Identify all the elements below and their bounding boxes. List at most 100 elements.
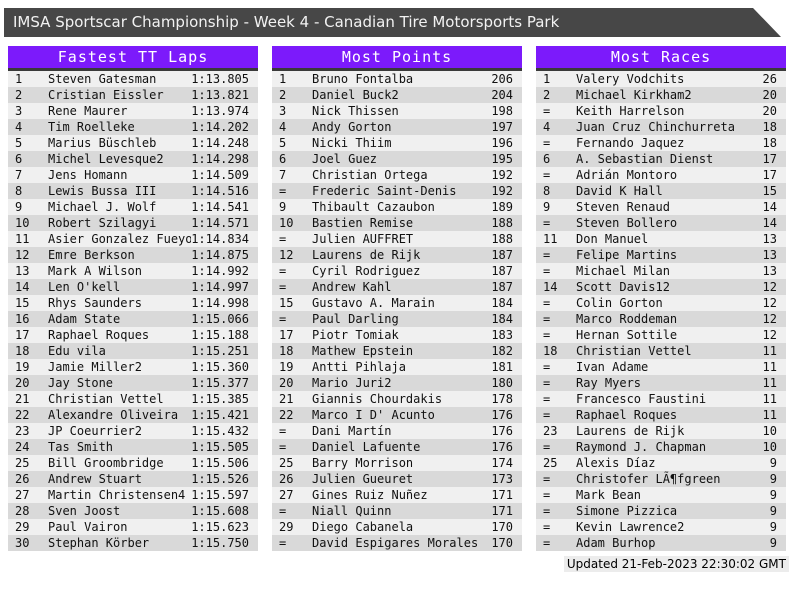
table-row: 22 Marco I D' Acunto 176: [272, 407, 522, 423]
row-value: 11: [762, 344, 777, 358]
row-name: Michael Kirkham2: [576, 88, 692, 102]
table-row: 2 Daniel Buck2 204: [272, 87, 522, 103]
table-row: = Colin Gorton 12: [536, 295, 786, 311]
row-rank: 7: [279, 168, 287, 182]
row-name: Michael J. Wolf: [48, 200, 157, 214]
table-row: 23 JP Coeurrier2 1:15.432: [8, 423, 258, 439]
table-row: 10 Robert Szilagyi 1:14.571: [8, 215, 258, 231]
row-value: 197: [491, 120, 513, 134]
row-rank: 7: [15, 168, 23, 182]
row-value: 1:15.597: [191, 488, 249, 502]
row-name: Steven Gatesman: [48, 72, 157, 86]
row-name: Edu vila: [48, 344, 106, 358]
row-rank: 11: [543, 232, 558, 246]
row-name: Nicki Thiim: [312, 136, 392, 150]
row-name: Andrew Kahl: [312, 280, 392, 294]
row-value: 1:15.360: [191, 360, 249, 374]
row-name: Stephan Körber: [48, 536, 150, 550]
row-name: Paul Darling: [312, 312, 399, 326]
table-row: 1 Steven Gatesman 1:13.805: [8, 71, 258, 87]
row-name: Francesco Faustini: [576, 392, 707, 406]
row-name: Michael Milan: [576, 264, 670, 278]
row-name: Antti Pihlaja: [312, 360, 406, 374]
table-row: 25 Alexis Díaz 9: [536, 455, 786, 471]
window-title-bar: IMSA Sportscar Championship - Week 4 - C…: [4, 8, 781, 37]
row-value: 1:15.377: [191, 376, 249, 390]
row-name: Tas Smith: [48, 440, 114, 454]
row-value: 176: [491, 440, 513, 454]
row-value: 1:15.421: [191, 408, 249, 422]
table-row: = Michael Milan 13: [536, 263, 786, 279]
table-row: 11 Asier Gonzalez Fueyo 1:14.834: [8, 231, 258, 247]
table-row: 4 Juan Cruz Chinchurreta 18: [536, 119, 786, 135]
row-rank: =: [543, 264, 551, 278]
table-row: 21 Christian Vettel 1:15.385: [8, 391, 258, 407]
row-rank: =: [279, 280, 287, 294]
row-value: 11: [762, 360, 777, 374]
table-row: 6 Michel Levesque2 1:14.298: [8, 151, 258, 167]
row-value: 170: [491, 536, 513, 550]
row-value: 20: [762, 104, 777, 118]
table-row: 5 Nicki Thiim 196: [272, 135, 522, 151]
row-value: 184: [491, 296, 513, 310]
table-row: 9 Steven Renaud 14: [536, 199, 786, 215]
table-row: = Kevin Lawrence2 9: [536, 519, 786, 535]
row-value: 12: [762, 312, 777, 326]
row-value: 14: [762, 200, 777, 214]
row-value: 17: [762, 152, 777, 166]
row-name: David K Hall: [576, 184, 663, 198]
row-value: 1:14.202: [191, 120, 249, 134]
table-row: = Ray Myers 11: [536, 375, 786, 391]
row-value: 1:14.875: [191, 248, 249, 262]
table-row: 15 Gustavo A. Marain 184: [272, 295, 522, 311]
table-row: = Francesco Faustini 11: [536, 391, 786, 407]
row-rank: 5: [15, 136, 23, 150]
row-value: 188: [491, 232, 513, 246]
table-row: 8 David K Hall 15: [536, 183, 786, 199]
table-row: 5 Marius Büschleb 1:14.248: [8, 135, 258, 151]
row-rank: 17: [15, 328, 30, 342]
row-value: 1:14.541: [191, 200, 249, 214]
row-name: Raymond J. Chapman: [576, 440, 707, 454]
row-value: 1:15.385: [191, 392, 249, 406]
row-value: 204: [491, 88, 513, 102]
row-name: Bill Groombridge: [48, 456, 164, 470]
row-name: Cristian Eissler: [48, 88, 164, 102]
row-name: Felipe Martins: [576, 248, 678, 262]
table-row: 21 Giannis Chourdakis 178: [272, 391, 522, 407]
row-value: 189: [491, 200, 513, 214]
row-name: Mario Juri2: [312, 376, 392, 390]
row-value: 26: [762, 72, 777, 86]
row-rank: =: [543, 248, 551, 262]
row-value: 174: [491, 456, 513, 470]
row-value: 1:13.821: [191, 88, 249, 102]
row-name: Ivan Adame: [576, 360, 649, 374]
row-value: 18: [762, 136, 777, 150]
table-row: 7 Christian Ortega 192: [272, 167, 522, 183]
row-name: Keith Harrelson: [576, 104, 685, 118]
row-value: 1:15.432: [191, 424, 249, 438]
table-row: = Keith Harrelson 20: [536, 103, 786, 119]
row-name: Piotr Tomiak: [312, 328, 399, 342]
row-name: Raphael Roques: [48, 328, 150, 342]
row-rank: =: [543, 440, 551, 454]
row-name: Nick Thissen: [312, 104, 399, 118]
row-name: Cyril Rodriguez: [312, 264, 421, 278]
row-rank: 29: [279, 520, 294, 534]
row-value: 1:15.750: [191, 536, 249, 550]
row-name: Fernando Jaquez: [576, 136, 685, 150]
table-fastest-tt-laps: Fastest TT Laps 1 Steven Gatesman 1:13.805…: [8, 46, 258, 551]
row-name: Robert Szilagyi: [48, 216, 157, 230]
row-name: Christian Vettel: [576, 344, 692, 358]
row-rank: 13: [15, 264, 30, 278]
row-rank: =: [543, 376, 551, 390]
row-rank: 6: [279, 152, 287, 166]
row-value: 182: [491, 344, 513, 358]
row-rank: 2: [15, 88, 23, 102]
table-row: 29 Paul Vairon 1:15.623: [8, 519, 258, 535]
table-row: 13 Mark A Wilson 1:14.992: [8, 263, 258, 279]
updated-timestamp: Updated 21-Feb-2023 22:30:02 GMT: [563, 556, 789, 572]
table-row: 29 Diego Cabanela 170: [272, 519, 522, 535]
row-name: Marius Büschleb: [48, 136, 157, 150]
row-value: 12: [762, 280, 777, 294]
